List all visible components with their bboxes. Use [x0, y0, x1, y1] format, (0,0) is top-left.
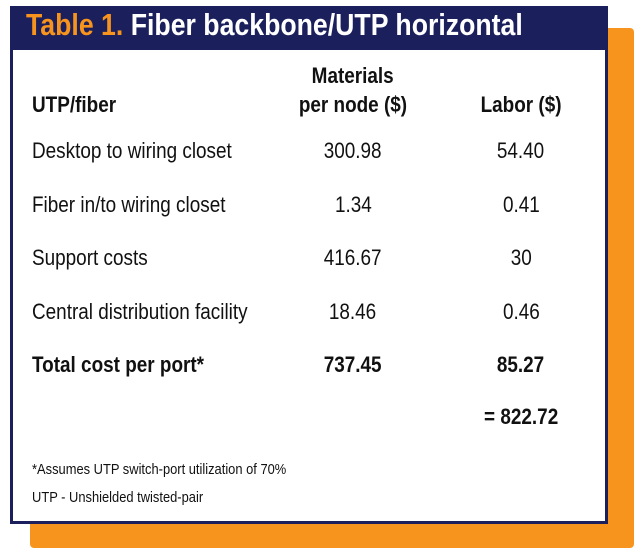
cell-value-cell: 18.46: [253, 299, 453, 325]
column-header: Materials: [311, 63, 395, 88]
header-bar: [10, 6, 608, 50]
grand-total-cell: = 822.72: [421, 404, 621, 430]
row-label: Desktop to wiring closet: [32, 138, 232, 163]
cell-value: 0.46: [502, 298, 540, 324]
cell-value: 18.46: [329, 298, 377, 324]
cell-value: 300.98: [324, 138, 382, 163]
row-label: Support costs: [32, 245, 148, 270]
cell-value: 1.34: [334, 191, 372, 217]
header: Table 1. Fiber backbone/UTP horizontal: [26, 7, 604, 43]
total-value-cell: 85.27: [421, 352, 621, 378]
cell-value: 0.41: [502, 191, 540, 217]
column-header-cell: per node ($): [253, 92, 453, 118]
table-title: Fiber backbone/UTP horizontal: [130, 7, 523, 42]
row-label-cell: Desktop to wiring closet: [32, 138, 264, 164]
row-label-cell: Support costs: [32, 245, 167, 271]
column-header-cell: Materials: [253, 63, 453, 89]
column-header: Labor ($): [480, 92, 562, 117]
cell-value-cell: 54.40: [421, 138, 621, 164]
total-label-cell: Total cost per port*: [32, 352, 232, 378]
footnote: *Assumes UTP switch-port utilization of …: [32, 461, 287, 478]
column-header-cell: Labor ($): [421, 92, 621, 118]
cell-value-cell: 0.41: [421, 192, 621, 218]
column-header-cell: UTP/fiber: [32, 92, 130, 118]
table-label: Table 1.: [26, 7, 124, 42]
cell-value-cell: 300.98: [253, 138, 453, 164]
cell-value-cell: 416.67: [253, 245, 453, 271]
cell-value: 30: [510, 245, 532, 270]
row-label: Fiber in/to wiring closet: [32, 191, 226, 217]
footnote: UTP - Unshielded twisted-pair: [32, 489, 204, 506]
column-header: UTP/fiber: [32, 92, 117, 117]
footnote-cell: UTP - Unshielded twisted-pair: [32, 489, 231, 506]
cell-value: 54.40: [497, 138, 545, 163]
total-value: 85.27: [497, 352, 545, 377]
grand-total: = 822.72: [483, 404, 559, 429]
total-value: 737.45: [324, 352, 382, 377]
footnote-cell: *Assumes UTP switch-port utilization of …: [32, 461, 328, 478]
row-label-cell: Central distribution facility: [32, 299, 283, 325]
row-label-cell: Fiber in/to wiring closet: [32, 192, 257, 218]
row-label: Central distribution facility: [32, 298, 248, 324]
cell-value-cell: 30: [421, 245, 621, 271]
cell-value: 416.67: [324, 245, 382, 270]
cell-value-cell: 0.46: [421, 299, 621, 325]
total-value-cell: 737.45: [253, 352, 453, 378]
total-label: Total cost per port*: [32, 352, 205, 377]
cell-value-cell: 1.34: [253, 192, 453, 218]
table-frame: [10, 8, 608, 524]
column-header: per node ($): [298, 92, 408, 117]
